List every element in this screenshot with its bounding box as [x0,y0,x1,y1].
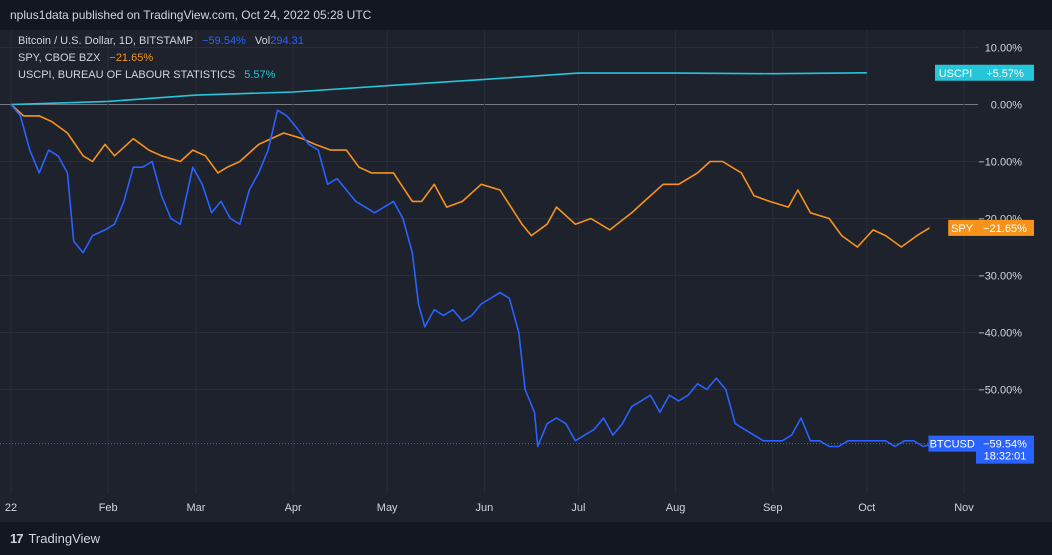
legend-series-name: USCPI, BUREAU OF LABOUR STATISTICS [18,69,236,81]
legend-volume-value: 294.31 [270,35,304,47]
chart-panel[interactable]: 10.00% 0.00% −10.00% −20.00% −30.00% −40.00% −… [0,30,1052,522]
x-tick-label: Jun [475,502,493,514]
series-value-tag [976,435,1034,464]
y-tick-label: −40.00% [978,328,1022,340]
series-tag-uscpi [935,64,976,81]
series-tag-name: SPY [951,223,974,235]
series-line-btcusd [10,103,933,448]
y-tick-label: 0.00% [991,100,1022,112]
series-value-label: −21.65% [983,223,1027,235]
legend-volume-label: Vol [254,35,271,47]
tradingview-brand-text: TradingView [28,531,101,546]
top-bar: nplus1data published on TradingView.com,… [0,0,1052,30]
series-value-tag [976,219,1034,236]
footer: 17 TradingView [0,522,1052,555]
series-value-time: 18:32:01 [984,451,1027,463]
series-tag-spy [948,219,976,236]
x-tick-label: Nov [954,502,974,514]
x-tick-label: 22 [5,502,17,514]
legend-row-btc[interactable]: Bitcoin / U.S. Dollar, 1D, BITSTAMP −59.… [18,35,304,47]
legend-series-name: Bitcoin / U.S. Dollar, 1D, BITSTAMP [18,35,194,47]
chart-canvas[interactable]: 10.00%0.00%−10.00%−20.00%−30.00%−40.00%−… [0,30,1052,522]
x-tick-label: Feb [99,502,118,514]
x-tick-label: May [377,502,398,514]
y-tick-label: −30.00% [978,271,1022,283]
series-value-label: +5.57% [986,68,1024,80]
series-value-tag [976,64,1034,81]
series-tag-name: BTCUSD [930,439,975,451]
x-tick-label: Apr [285,502,302,514]
legend-row-spy[interactable]: SPY, CBOE BZX −21.65% [18,52,153,64]
y-tick-label: 10.00% [985,43,1023,55]
x-tick-label: Aug [666,502,686,514]
legend-series-change: −21.65% [109,52,154,64]
series-value-label: −59.54% [983,439,1027,451]
series-tag-btcusd [928,435,976,452]
x-tick-label: Jul [571,502,585,514]
legend-series-name: SPY, CBOE BZX [18,52,101,64]
series-tag-name: USCPI [939,68,973,80]
series-line-spy [10,103,930,248]
x-tick-label: Mar [186,502,205,514]
x-tick-label: Oct [858,502,875,514]
legend-series-change: −59.54% [202,35,246,47]
legend-series-change: 5.57% [244,69,276,81]
publisher-attribution: nplus1data published on TradingView.com,… [10,8,372,22]
tradingview-logo[interactable]: 17 TradingView [10,531,100,546]
y-tick-label: −50.00% [978,385,1022,397]
x-tick-label: Sep [763,502,783,514]
tradingview-logo-icon: 17 [10,531,24,546]
series-line-uscpi [10,72,867,106]
y-tick-label: −10.00% [978,157,1022,169]
legend-row-uscpi[interactable]: USCPI, BUREAU OF LABOUR STATISTICS 5.57% [18,69,275,81]
